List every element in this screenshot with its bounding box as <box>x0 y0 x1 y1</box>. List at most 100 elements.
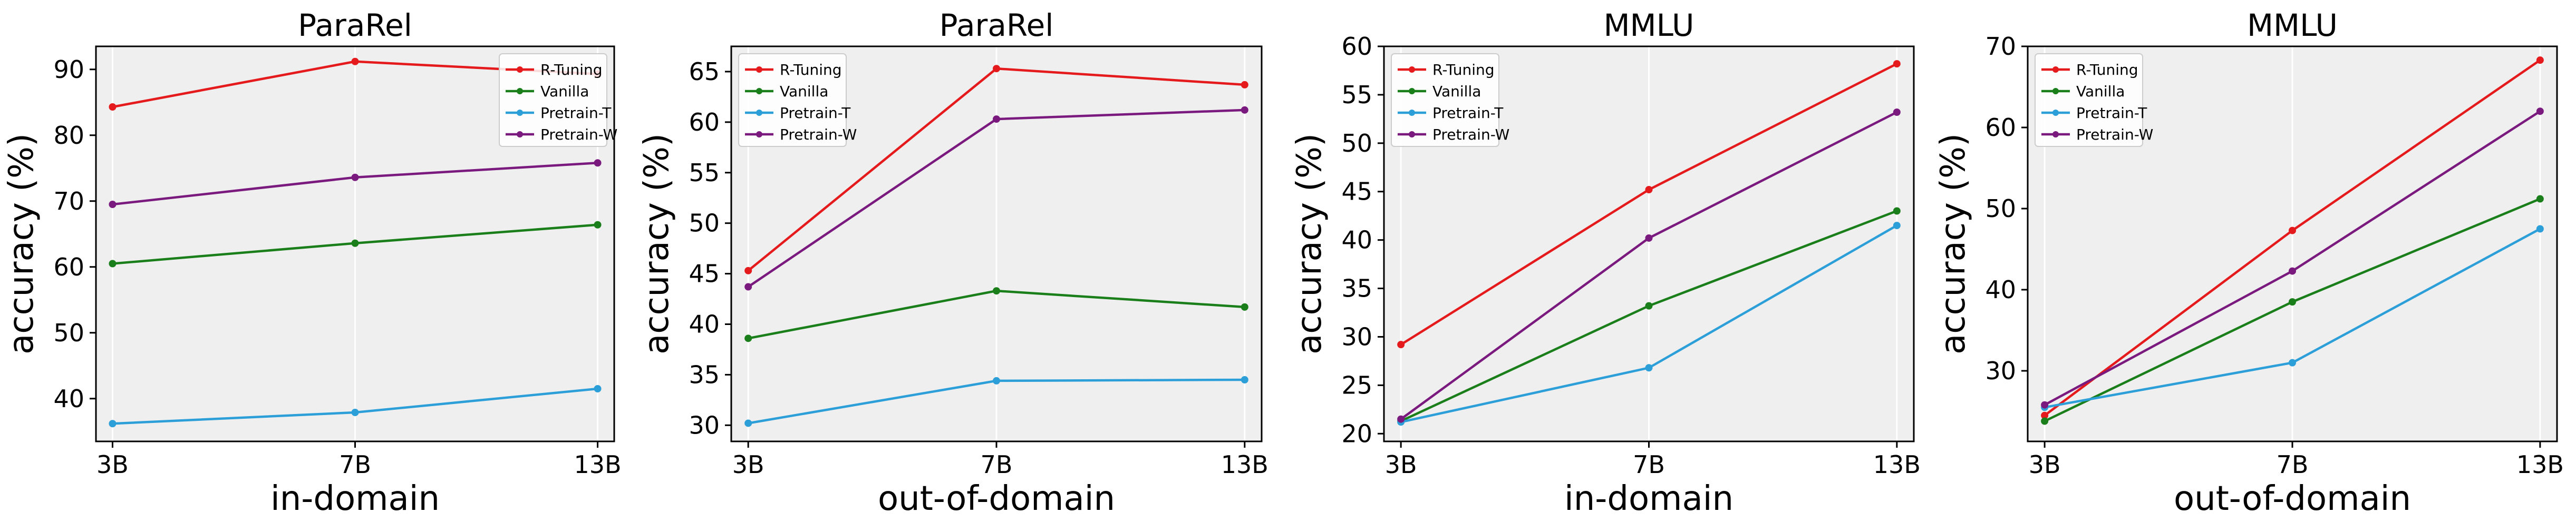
x-tick-label: 3B <box>96 450 129 479</box>
legend-label: R-Tuning <box>780 61 842 78</box>
data-point <box>351 239 359 247</box>
x-axis-label: in-domain <box>270 479 440 518</box>
y-tick-label: 80 <box>53 121 84 150</box>
series-pretrain-w <box>1397 109 1901 423</box>
y-tick-label: 70 <box>1985 32 2016 61</box>
series-pretrain-w <box>2041 107 2544 409</box>
data-point <box>1241 303 1248 311</box>
legend-swatch-marker <box>756 110 762 116</box>
x-tick-label: 7B <box>2277 450 2309 479</box>
x-axis-label: out-of-domain <box>2174 479 2411 518</box>
y-tick-label: 50 <box>1341 129 1372 157</box>
data-point <box>2289 359 2296 367</box>
y-tick-label: 30 <box>689 411 720 439</box>
series-vanilla <box>744 287 1248 342</box>
data-point <box>594 159 602 167</box>
data-point <box>2289 226 2296 234</box>
legend-label: Pretrain-W <box>780 126 857 143</box>
y-tick-label: 25 <box>1341 371 1372 399</box>
y-tick-label: 40 <box>1341 226 1372 254</box>
data-point <box>2536 107 2544 115</box>
legend: R-Tuning Vanilla Pretrain-T Pretrain-W <box>1391 53 1509 147</box>
legend-swatch-marker <box>756 88 762 94</box>
legend-label: Vanilla <box>1432 83 1481 100</box>
y-axis-label: accuracy (%) <box>1290 133 1329 354</box>
y-axis-label: accuracy (%) <box>2 133 41 354</box>
legend-label: Pretrain-W <box>1432 126 1509 143</box>
x-tick-label: 13B <box>2516 450 2564 479</box>
data-point <box>1397 341 1405 349</box>
data-point <box>2536 195 2544 203</box>
data-point <box>1893 109 1901 116</box>
chart-title: MMLU <box>1604 7 1694 43</box>
x-tick-label: 3B <box>732 450 764 479</box>
legend-swatch-marker <box>517 88 523 94</box>
data-point <box>2289 298 2296 306</box>
data-point <box>744 283 752 291</box>
data-point <box>2289 267 2296 275</box>
legend-swatch-marker <box>1409 66 1415 73</box>
y-tick-label: 65 <box>689 57 720 86</box>
series-r-tuning <box>744 65 1248 274</box>
legend-swatch-marker <box>2052 66 2059 73</box>
legend-label: Pretrain-T <box>780 104 851 122</box>
y-axis-label: accuracy (%) <box>1934 133 1973 354</box>
series-pretrain-w <box>744 106 1248 291</box>
legend: R-Tuning Vanilla Pretrain-T Pretrain-W <box>2035 53 2153 147</box>
legend-swatch-marker <box>2052 131 2059 137</box>
legend: R-Tuning Vanilla Pretrain-T Pretrain-W <box>738 53 857 147</box>
legend-label: Vanilla <box>780 83 828 100</box>
data-point <box>744 267 752 274</box>
y-tick-label: 55 <box>1341 81 1372 109</box>
legend-swatch-marker <box>2052 88 2059 94</box>
chart-title: MMLU <box>2247 7 2338 43</box>
data-point <box>109 103 117 111</box>
y-tick-label: 60 <box>1341 32 1372 61</box>
data-point <box>2041 411 2049 419</box>
y-tick-label: 30 <box>1985 357 2016 385</box>
y-tick-label: 45 <box>689 260 720 288</box>
data-point <box>2041 401 2049 409</box>
legend-label: Pretrain-T <box>540 104 612 122</box>
chart-panel-2: 3B 7B 13B 30 35 40 45 50 55 60 65 ParaRel out-of-dom… <box>637 7 1268 518</box>
y-tick-label: 20 <box>1341 419 1372 448</box>
data-point <box>1645 364 1653 372</box>
chart-title: ParaRel <box>298 7 412 43</box>
data-point <box>594 221 602 229</box>
data-point <box>1893 60 1901 68</box>
data-point <box>109 420 117 428</box>
y-axis-label: accuracy (%) <box>637 133 676 354</box>
series-pretrain-t <box>109 385 602 428</box>
y-tick-label: 60 <box>1985 113 2016 142</box>
legend-frame <box>738 53 847 147</box>
y-tick-label: 40 <box>689 310 720 338</box>
x-tick-label: 13B <box>1221 450 1268 479</box>
series-vanilla <box>2041 195 2544 425</box>
data-point <box>993 65 1000 73</box>
y-tick-label: 90 <box>53 55 84 84</box>
chart-title: ParaRel <box>940 7 1054 43</box>
legend-label: R-Tuning <box>1432 61 1495 78</box>
legend-label: Vanilla <box>540 83 589 100</box>
data-point <box>109 201 117 208</box>
data-point <box>594 385 602 392</box>
data-point <box>109 260 117 268</box>
series-r-tuning <box>2041 56 2544 419</box>
legend-label: Pretrain-W <box>540 126 617 143</box>
legend-swatch-marker <box>517 66 523 73</box>
legend-swatch-marker <box>756 66 762 73</box>
legend-swatch-marker <box>1409 131 1415 137</box>
data-point <box>2536 225 2544 233</box>
legend-label: R-Tuning <box>540 61 603 78</box>
y-tick-label: 60 <box>53 253 84 281</box>
legend-swatch-marker <box>2052 110 2059 116</box>
legend-swatch-marker <box>756 131 762 137</box>
data-point <box>1893 207 1901 215</box>
legend-frame <box>499 53 607 147</box>
x-tick-label: 7B <box>339 450 371 479</box>
data-point <box>993 287 1000 295</box>
chart-panel-1: 3B 7B 13B 40 50 60 70 80 90 ParaRel in-domain accur… <box>2 7 622 518</box>
data-point <box>1241 106 1248 114</box>
chart-panel-4: 3B 7B 13B 30 40 50 60 70 MMLU out-of-domain accura… <box>1934 7 2564 518</box>
